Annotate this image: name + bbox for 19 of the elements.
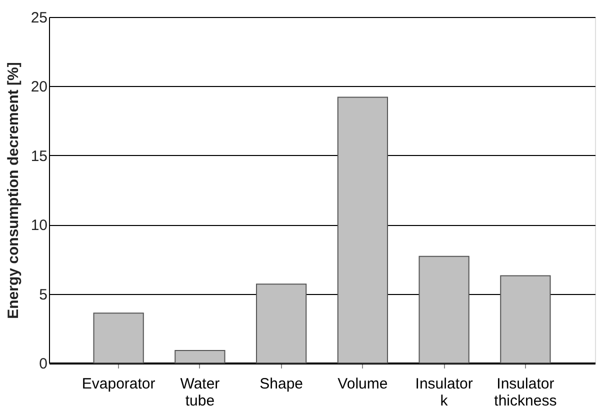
y-tick-label: 20	[30, 78, 48, 96]
bar	[500, 275, 551, 364]
bar	[418, 256, 470, 364]
y-tick-label: 15	[30, 148, 48, 165]
y-axis-title: Energy consumption decrement [%]	[4, 62, 22, 319]
x-tick-label: Volume	[338, 376, 388, 392]
y-tick-label: 0	[39, 356, 48, 372]
x-tick-label: Insulator k	[415, 376, 473, 410]
bar	[174, 350, 226, 364]
bar	[93, 312, 144, 364]
x-tick-label: Insulator thickness	[494, 376, 557, 410]
x-tick-label: Water tube	[180, 376, 220, 410]
bar	[256, 284, 307, 364]
y-tick-label: 5	[39, 286, 48, 304]
y-tick-label: 25	[30, 10, 48, 26]
bar	[337, 96, 388, 364]
x-tick-label: Shape	[260, 376, 303, 392]
x-tick-label: Evaporator	[82, 376, 156, 392]
y-tick-label: 10	[30, 217, 48, 234]
